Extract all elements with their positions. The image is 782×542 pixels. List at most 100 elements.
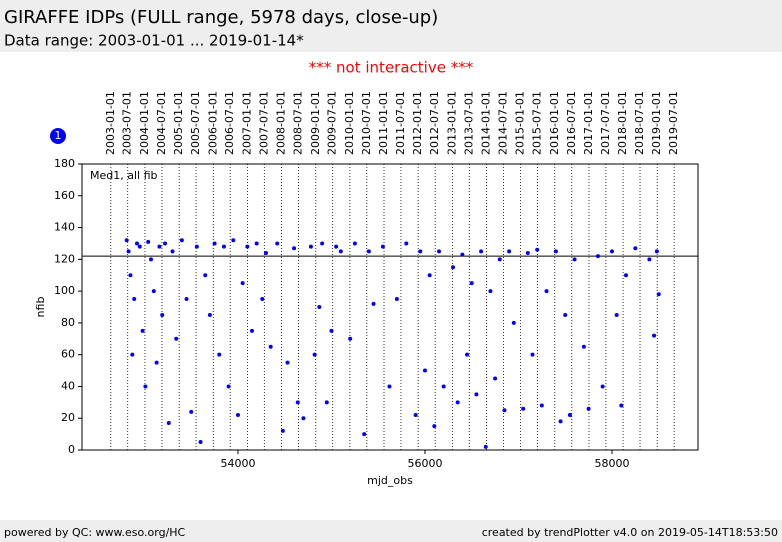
date-label: 2013-07-01 xyxy=(462,91,475,155)
data-point xyxy=(301,416,306,421)
footer-bar xyxy=(0,520,782,542)
date-label: 2010-07-01 xyxy=(360,91,373,155)
data-point xyxy=(308,244,313,249)
data-point xyxy=(530,352,535,357)
data-point xyxy=(352,241,357,246)
data-point xyxy=(249,328,254,333)
data-point xyxy=(586,406,591,411)
data-point xyxy=(488,289,493,294)
data-point xyxy=(479,249,484,254)
data-point xyxy=(581,344,586,349)
data-point xyxy=(334,244,339,249)
data-point xyxy=(184,297,189,302)
x-tick-label: 54000 xyxy=(220,457,255,470)
data-point xyxy=(647,257,652,262)
x-axis-label: mjd_obs xyxy=(367,474,413,487)
data-point xyxy=(151,289,156,294)
data-point xyxy=(544,289,549,294)
y-axis-label: nfib xyxy=(34,297,47,318)
data-point xyxy=(268,344,273,349)
data-point xyxy=(174,336,179,341)
data-point xyxy=(483,444,488,449)
data-point xyxy=(422,368,427,373)
data-point xyxy=(511,320,516,325)
data-point xyxy=(633,246,638,251)
data-point xyxy=(563,312,568,317)
date-label: 2017-01-01 xyxy=(582,91,595,155)
data-point xyxy=(312,352,317,357)
data-point xyxy=(163,241,168,246)
date-label: 2017-07-01 xyxy=(599,91,612,155)
data-point xyxy=(441,384,446,389)
data-point xyxy=(240,281,245,286)
data-point xyxy=(280,428,285,433)
data-point xyxy=(507,249,512,254)
date-label: 2007-01-01 xyxy=(240,91,253,155)
data-point xyxy=(652,333,657,338)
badge-label: 1 xyxy=(55,129,62,142)
date-label: 2011-01-01 xyxy=(377,91,390,155)
data-point xyxy=(609,249,614,254)
date-label: 2012-07-01 xyxy=(428,91,441,155)
y-tick-label: 160 xyxy=(54,189,75,202)
data-point xyxy=(348,336,353,341)
data-point xyxy=(235,413,240,418)
data-point xyxy=(572,257,577,262)
y-tick-label: 100 xyxy=(54,284,75,297)
data-point xyxy=(126,249,131,254)
data-point xyxy=(413,413,418,418)
data-point xyxy=(285,360,290,365)
date-label: 2003-07-01 xyxy=(121,91,134,155)
data-point xyxy=(130,352,135,357)
data-point xyxy=(149,257,154,262)
data-point xyxy=(460,252,465,257)
data-point xyxy=(521,406,526,411)
data-point xyxy=(371,301,376,306)
y-tick-label: 80 xyxy=(61,316,75,329)
data-point xyxy=(264,250,269,255)
data-point xyxy=(324,400,329,405)
date-label: 2014-01-01 xyxy=(479,91,492,155)
data-point xyxy=(231,238,236,243)
footer-right: created by trendPlotter v4.0 on 2019-05-… xyxy=(482,526,778,539)
data-point xyxy=(380,244,385,249)
data-point xyxy=(295,400,300,405)
data-point xyxy=(539,403,544,408)
data-point xyxy=(292,246,297,251)
data-point xyxy=(338,249,343,254)
date-label: 2009-07-01 xyxy=(326,91,339,155)
data-point xyxy=(166,420,171,425)
date-label: 2015-01-01 xyxy=(514,91,527,155)
data-point xyxy=(558,419,563,424)
date-label: 2009-01-01 xyxy=(309,91,322,155)
data-point xyxy=(387,384,392,389)
data-point xyxy=(226,384,231,389)
date-label: 2018-07-01 xyxy=(633,91,646,155)
footer-left: powered by QC: www.eso.org/HC xyxy=(4,526,186,539)
date-label: 2006-01-01 xyxy=(206,91,219,155)
data-point xyxy=(502,408,507,413)
data-point xyxy=(432,424,437,429)
data-point xyxy=(189,409,194,414)
data-point xyxy=(212,241,217,246)
data-point xyxy=(134,241,139,246)
x-tick-label: 56000 xyxy=(407,457,442,470)
date-label: 2014-07-01 xyxy=(496,91,509,155)
data-point xyxy=(497,257,502,262)
data-point xyxy=(619,403,624,408)
data-point xyxy=(245,244,250,249)
data-point xyxy=(320,241,325,246)
date-label: 2007-07-01 xyxy=(257,91,270,155)
data-point xyxy=(465,352,470,357)
data-point xyxy=(146,239,151,244)
data-point xyxy=(366,249,371,254)
data-point xyxy=(198,440,203,445)
data-point xyxy=(194,244,199,249)
data-point xyxy=(137,244,142,249)
data-point xyxy=(143,384,148,389)
data-point xyxy=(451,265,456,270)
data-point xyxy=(493,376,498,381)
data-point xyxy=(404,241,409,246)
data-point xyxy=(154,360,159,365)
